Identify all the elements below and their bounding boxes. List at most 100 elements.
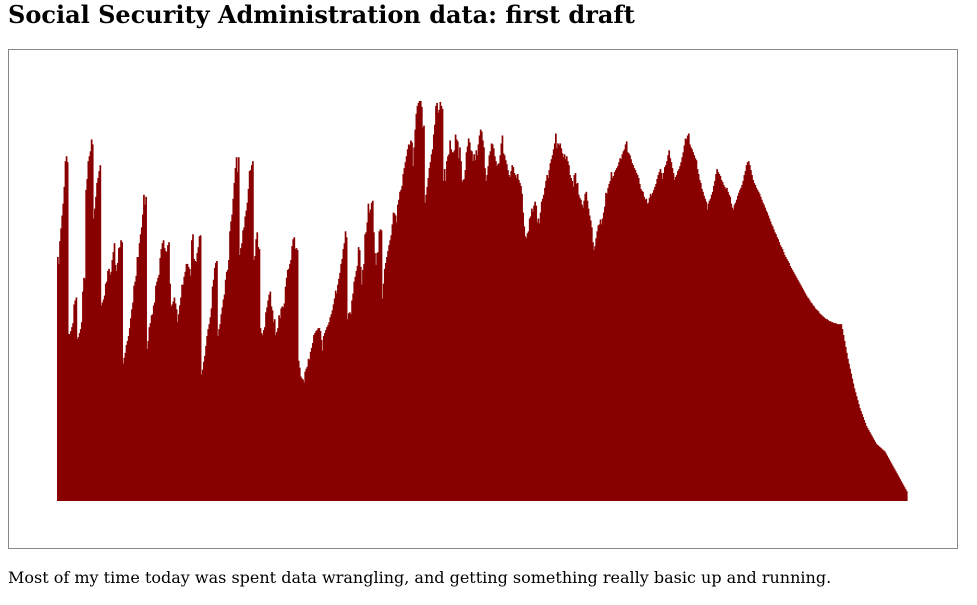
bar <box>170 306 173 501</box>
bar <box>777 239 780 501</box>
bar <box>755 187 758 501</box>
bar <box>758 193 761 501</box>
bar <box>98 171 101 501</box>
bar <box>679 166 681 501</box>
bar <box>331 310 334 501</box>
bar <box>807 298 810 501</box>
bar <box>266 307 268 501</box>
bar <box>861 414 863 501</box>
bar <box>756 189 759 501</box>
bar <box>253 259 255 501</box>
bar <box>715 174 717 502</box>
bar <box>205 345 207 501</box>
bar <box>252 161 254 501</box>
bar <box>364 234 366 501</box>
bar <box>165 252 168 501</box>
bar <box>174 303 177 501</box>
bar <box>151 314 154 501</box>
bar <box>782 252 785 501</box>
bar <box>262 330 265 501</box>
bar <box>562 157 565 501</box>
bar <box>778 242 781 501</box>
bar <box>903 487 906 501</box>
bar <box>217 336 219 501</box>
bar <box>645 198 648 501</box>
bar <box>738 192 740 501</box>
bar <box>819 314 822 501</box>
bar <box>826 319 829 501</box>
bar <box>775 234 777 501</box>
bar <box>273 319 276 501</box>
bar <box>897 475 899 501</box>
bar <box>643 196 645 502</box>
bar <box>511 165 514 501</box>
bar <box>188 268 191 501</box>
bar <box>328 322 331 501</box>
bar <box>294 249 297 501</box>
bar <box>872 437 874 501</box>
bar <box>500 143 503 501</box>
bar <box>208 324 211 501</box>
bar <box>136 257 139 501</box>
bar <box>426 186 429 502</box>
bar <box>637 177 640 501</box>
bar <box>207 329 210 501</box>
bar <box>443 169 446 501</box>
bar <box>507 170 509 501</box>
bar <box>621 154 624 501</box>
bar <box>754 184 757 502</box>
bar <box>572 186 575 502</box>
bar <box>865 425 868 501</box>
bar <box>401 185 404 501</box>
bar <box>829 321 832 501</box>
bar <box>343 243 346 502</box>
bar <box>600 224 603 502</box>
bar <box>832 323 835 501</box>
bar <box>671 168 674 502</box>
bar <box>79 329 82 501</box>
bar <box>663 167 666 501</box>
bar <box>177 314 180 501</box>
bar <box>686 135 689 501</box>
bar <box>570 177 572 501</box>
bar <box>805 295 808 501</box>
bar <box>233 182 236 501</box>
bar <box>582 207 584 501</box>
bar <box>128 328 131 501</box>
bar <box>644 199 647 501</box>
bar <box>352 293 355 501</box>
bar <box>147 340 150 501</box>
bar <box>180 297 182 501</box>
bar <box>823 317 825 501</box>
bar <box>638 183 641 502</box>
bar <box>522 212 525 501</box>
bar <box>787 260 789 501</box>
bar <box>898 477 900 501</box>
bar <box>657 175 660 502</box>
bar <box>104 283 107 501</box>
bar <box>810 302 812 501</box>
bar <box>96 182 98 501</box>
bar <box>267 300 270 501</box>
bar <box>855 396 858 501</box>
bar <box>629 155 631 501</box>
bar <box>647 202 650 502</box>
bar <box>742 180 745 502</box>
bar <box>159 258 162 501</box>
bar <box>692 152 695 501</box>
bar <box>247 188 250 501</box>
bar <box>847 358 849 501</box>
bar <box>155 285 157 501</box>
bar <box>325 330 327 501</box>
bar <box>653 189 655 501</box>
bar <box>193 258 195 501</box>
bar <box>491 144 494 501</box>
bar <box>842 335 845 501</box>
bar <box>107 270 109 501</box>
bar <box>241 243 243 502</box>
bar <box>102 299 105 501</box>
bar <box>103 295 106 501</box>
bar <box>244 216 247 501</box>
bar <box>167 245 169 501</box>
bar <box>72 323 74 501</box>
